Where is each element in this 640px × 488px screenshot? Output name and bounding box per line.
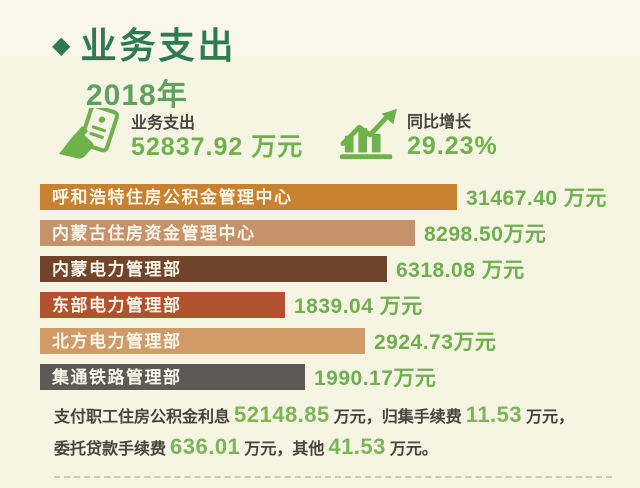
bar-label: 内蒙电力管理部: [52, 259, 182, 279]
bar-row: 内蒙古住房资金管理中心 8298.50万元: [40, 220, 640, 246]
bar-label: 北方电力管理部: [52, 331, 182, 351]
stats-row: 业务支出 52837.92 万元 同比增长 2: [0, 104, 640, 167]
top-band: [0, 0, 640, 57]
bar-chart: 呼和浩特住房公积金管理中心 31467.40 万元 内蒙古住房资金管理中心 82…: [40, 184, 640, 400]
stat-label: 业务支出: [131, 114, 196, 132]
bar-label: 内蒙古住房资金管理中心: [52, 223, 256, 243]
bar-jitong-railway: 集通铁路管理部: [40, 364, 305, 390]
bar-beifang-power: 北方电力管理部: [40, 328, 365, 354]
bar-dongbu-power: 东部电力管理部: [40, 292, 285, 318]
bar-row: 呼和浩特住房公积金管理中心 31467.40 万元: [40, 184, 640, 210]
bar-row: 集通铁路管理部 1990.17万元: [40, 364, 640, 390]
bar-label: 集通铁路管理部: [52, 367, 182, 387]
footer-note: 支付职工住房公积金利息 52148.85 万元，归集手续费 11.53 万元， 委托贷款…: [54, 400, 614, 464]
footer-number: 11.53: [465, 402, 523, 427]
stat-label: 同比增长: [407, 113, 472, 131]
footer-number: 41.53: [328, 434, 386, 459]
stat-value: 52837.92 万元: [131, 132, 304, 161]
stat-value: 29.23%: [407, 131, 498, 160]
stat-yoy-growth: 同比增长 29.23%: [340, 108, 498, 165]
bar-neimeng-power: 内蒙电力管理部: [40, 256, 387, 282]
year-label: 2018年: [86, 79, 188, 112]
bar-value: 31467.40 万元: [466, 187, 607, 210]
bar-value: 1839.04 万元: [294, 295, 423, 318]
footer-number: 52148.85: [234, 402, 330, 427]
bar-value: 8298.50万元: [424, 223, 547, 246]
footer-text: 万元。: [389, 441, 438, 458]
footer-text: 委托贷款手续费: [54, 441, 167, 458]
bar-value: 2924.73万元: [374, 331, 497, 354]
stat-text: 同比增长 29.23%: [407, 113, 498, 161]
footer-text: 万元，: [526, 409, 575, 426]
hand-card-icon: [58, 104, 122, 167]
header: ◆ 业务支出: [52, 26, 236, 66]
stat-total-expenditure: 业务支出 52837.92 万元: [58, 104, 303, 167]
bar-label: 呼和浩特住房公积金管理中心: [52, 187, 293, 207]
bar-row: 东部电力管理部 1839.04 万元: [40, 292, 640, 318]
page-title: 业务支出: [80, 25, 237, 66]
bar-row: 北方电力管理部 2924.73万元: [40, 328, 640, 354]
bar-hohhot-housing-fund: 呼和浩特住房公积金管理中心: [40, 184, 457, 210]
growth-chart-icon: [340, 108, 398, 165]
bar-label: 东部电力管理部: [52, 295, 182, 315]
stat-text: 业务支出 52837.92 万元: [131, 114, 303, 162]
footer-text: 万元，归集手续费: [333, 409, 462, 426]
footer-text: 万元，其他: [244, 441, 325, 458]
diamond-bullet-icon: ◆: [52, 31, 71, 59]
bar-value: 1990.17万元: [314, 367, 437, 390]
bar-value: 6318.08 万元: [396, 259, 525, 282]
bottom-divider: [54, 476, 612, 478]
bar-row: 内蒙电力管理部 6318.08 万元: [40, 256, 640, 282]
footer-text: 支付职工住房公积金利息: [54, 409, 231, 426]
footer-number: 636.01: [170, 434, 241, 459]
bar-neimenggu-housing-fund: 内蒙古住房资金管理中心: [40, 220, 415, 246]
